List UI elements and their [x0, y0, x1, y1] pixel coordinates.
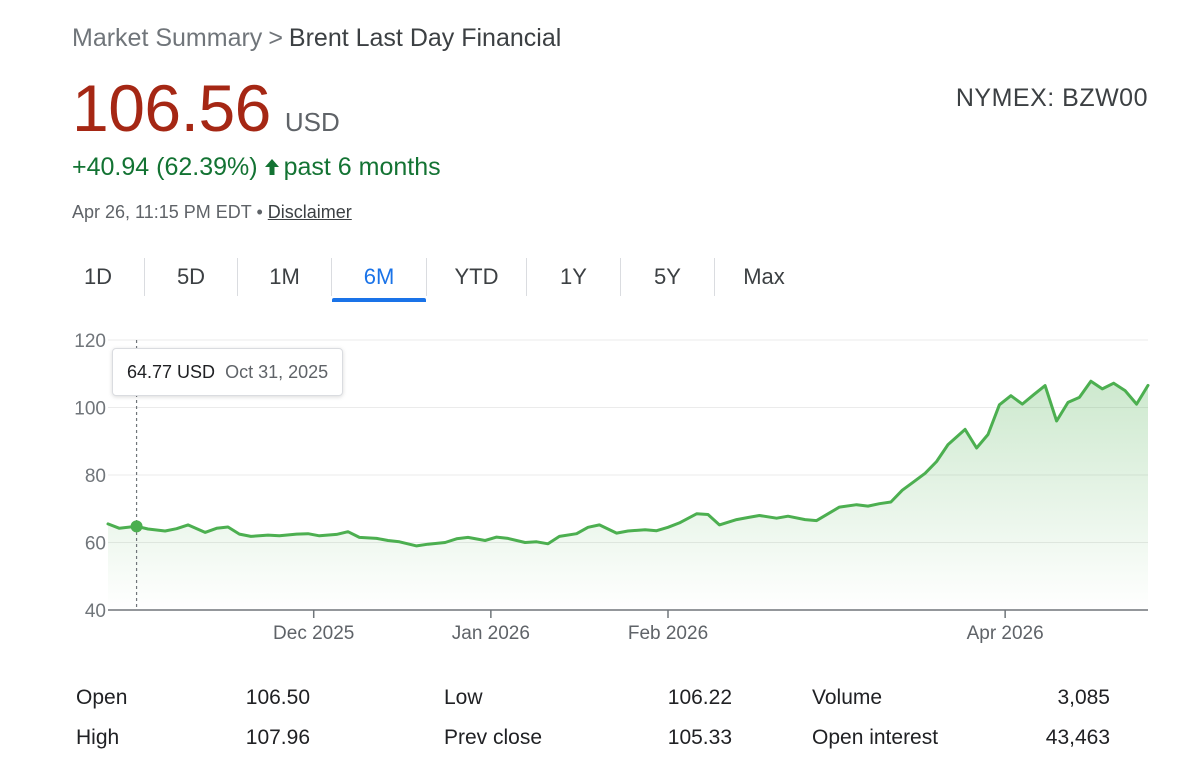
x-tick-label: Apr 2026 — [967, 623, 1044, 644]
stat-label-open: Open — [76, 686, 128, 709]
price-change: +40.94 (62.39%) past 6 months — [72, 153, 441, 182]
stat-label-high: High — [76, 726, 120, 749]
change-percent: (62.39%) — [156, 153, 258, 181]
stat-value-open: 106.50 — [245, 686, 310, 709]
tab-1m[interactable]: 1M — [269, 264, 300, 289]
breadcrumb-current: Brent Last Day Financial — [288, 24, 562, 52]
arrow-up-icon — [264, 153, 280, 182]
stat-value-prev-close: 105.33 — [667, 726, 732, 749]
breadcrumb-market-summary-link[interactable]: Market Summary — [72, 24, 263, 52]
tab-5d[interactable]: 5D — [176, 264, 206, 289]
exchange-symbol: NYMEX: BZW00 — [955, 84, 1148, 112]
price-row: 106.56 USD — [72, 72, 340, 144]
y-tick-label: 80 — [85, 466, 106, 487]
tab-ytd[interactable]: YTD — [454, 264, 499, 289]
x-tick-label: Jan 2026 — [452, 623, 530, 644]
breadcrumb: Market Summary > Brent Last Day Financial — [72, 24, 561, 53]
x-tick-label: Feb 2026 — [628, 623, 708, 644]
tab-divider — [620, 258, 621, 296]
stat-label-volume: Volume — [812, 686, 883, 709]
y-tick-label: 60 — [85, 534, 106, 555]
stat-label-prev-close: Prev close — [444, 726, 543, 749]
range-tabs: 1D 5D 1M 6M YTD 1Y 5Y Max — [52, 258, 813, 302]
highlight-point[interactable] — [130, 520, 143, 533]
change-period: past 6 months — [283, 153, 441, 181]
y-tick-label: 120 — [74, 331, 106, 352]
series-line — [106, 379, 1150, 548]
stat-label-low: Low — [444, 686, 483, 709]
tab-1y[interactable]: 1Y — [560, 264, 587, 289]
meta-bullet: • — [256, 202, 263, 222]
stat-value-open-interest: 43,463 — [1045, 726, 1110, 749]
stat-value-high: 107.96 — [245, 726, 310, 749]
current-price: 106.56 — [72, 71, 271, 145]
tab-6m[interactable]: 6M — [332, 258, 426, 302]
tab-divider — [526, 258, 527, 296]
y-tick-label: 100 — [74, 399, 106, 420]
tab-divider — [714, 258, 715, 296]
quote-meta: Apr 26, 11:15 PM EDT • Disclaimer — [72, 202, 352, 223]
tab-1d[interactable]: 1D — [83, 264, 113, 289]
tab-max[interactable]: Max — [743, 264, 785, 289]
price-chart[interactable]: 120 100 80 60 40 Dec 2025 Jan 2026 Feb 2026 Apr … — [0, 320, 1200, 660]
tooltip-date: Oct 31, 2025 — [225, 362, 329, 382]
change-amount: +40.94 — [72, 153, 150, 181]
stat-label-open-interest: Open interest — [812, 726, 939, 749]
x-tick-label: Dec 2025 — [273, 623, 354, 644]
disclaimer-link[interactable]: Disclaimer — [267, 202, 352, 222]
tooltip-value: 64.77 USD — [127, 362, 216, 382]
tab-divider — [237, 258, 238, 296]
quote-timestamp: Apr 26, 11:15 PM EDT — [72, 202, 252, 222]
tab-divider — [426, 258, 427, 296]
tab-5y[interactable]: 5Y — [654, 264, 681, 289]
price-currency: USD — [284, 107, 340, 137]
breadcrumb-separator: > — [268, 24, 283, 52]
tab-divider — [144, 258, 145, 296]
chart-tooltip: 64.77 USD Oct 31, 2025 — [112, 348, 344, 396]
stat-value-low: 106.22 — [667, 686, 732, 709]
y-tick-label: 40 — [85, 601, 106, 622]
tab-divider — [331, 258, 332, 296]
stat-value-volume: 3,085 — [1057, 686, 1110, 709]
series-area — [108, 381, 1148, 610]
